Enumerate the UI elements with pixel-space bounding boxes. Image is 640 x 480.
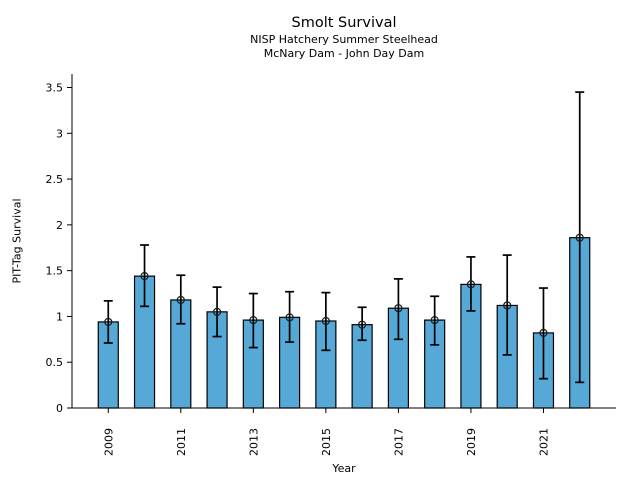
marker-circle-2012 (212, 307, 222, 316)
chart-title: Smolt Survival (291, 15, 397, 31)
x-tick-label-2013: 2013 (247, 428, 260, 456)
x-tick-label-2011: 2011 (175, 428, 188, 456)
marker-circle-2015 (321, 316, 330, 326)
x-tick-label-2017: 2017 (392, 428, 405, 456)
marker-circle-2013 (249, 315, 258, 325)
marker-circle-2021 (539, 328, 548, 338)
y-tick-label-3.5: 3.5 (46, 82, 64, 95)
x-tick-label-2021: 2021 (537, 428, 550, 456)
marker-circle-2016 (358, 320, 367, 329)
y-tick-label-1: 1 (56, 310, 63, 323)
x-tick-label-2009: 2009 (102, 428, 115, 456)
chart-subtitle-line1: NISP Hatchery Summer Steelhead (250, 33, 438, 46)
x-axis-label: Year (332, 462, 356, 475)
chart-subtitle-line2: McNary Dam - John Day Dam (263, 46, 425, 60)
marker-circle-2017 (394, 304, 403, 313)
marker-circle-2009 (104, 317, 113, 327)
y-tick-label-3: 3 (56, 127, 63, 140)
marker-circle-2020 (503, 301, 512, 310)
marker-circle-2010 (140, 272, 149, 281)
marker-circle-2018 (430, 315, 439, 325)
y-tick-label-0: 0 (56, 402, 63, 415)
x-tick-label-2015: 2015 (320, 428, 333, 456)
y-tick-label-1.5: 1.5 (46, 265, 64, 278)
y-tick-label-2.5: 2.5 (46, 173, 64, 186)
marker-circle-2011 (176, 295, 185, 305)
x-tick-label-2019: 2019 (465, 428, 478, 456)
marker-circle-2019 (466, 280, 476, 289)
y-tick-label-0.5: 0.5 (46, 356, 64, 369)
y-tick-label-2: 2 (56, 219, 63, 232)
marker-circle-2022 (575, 233, 584, 242)
marker-circle-2014 (285, 313, 294, 322)
